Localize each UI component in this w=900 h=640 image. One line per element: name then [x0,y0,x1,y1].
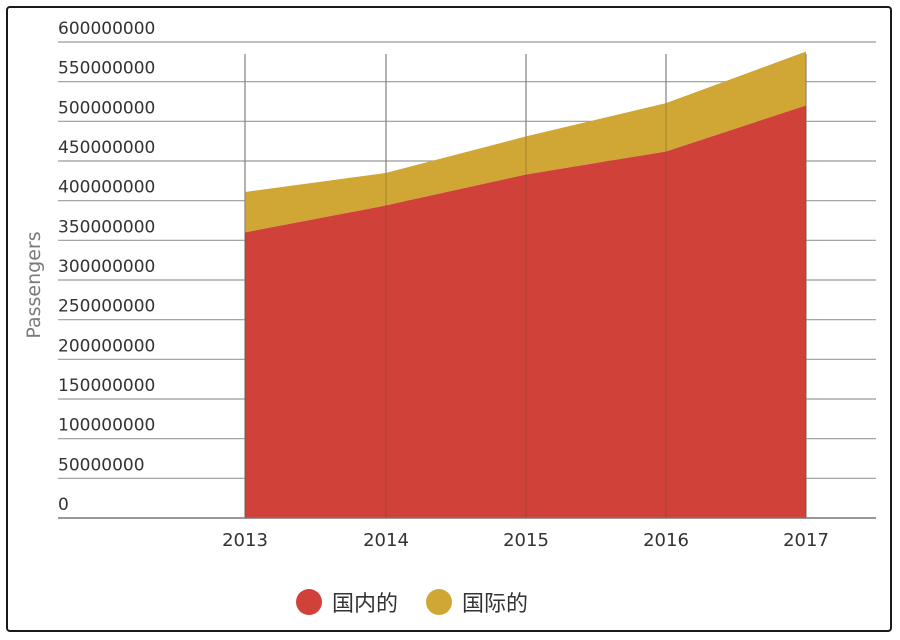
y-tick-label: 550000000 [58,59,155,79]
y-axis-title: Passengers [23,231,45,338]
label-layer: 0 50000000 100000000 150000000 200000000 2500… [58,19,829,551]
x-tick-label: 2016 [643,530,689,551]
y-tick-label: 600000000 [58,19,155,39]
legend-label-domestic: 国内的 [332,592,399,617]
y-tick-label: 250000000 [58,297,155,317]
y-tick-label: 0 [58,495,69,515]
y-tick-label: 150000000 [58,376,155,396]
x-tick-label: 2013 [222,530,268,551]
area-international [245,51,806,233]
area-domestic [245,105,806,518]
x-tick-label: 2017 [783,530,829,551]
legend-swatch-domestic [296,589,322,615]
y-tick-label: 400000000 [58,178,155,198]
y-tick-label: 450000000 [58,138,155,158]
y-tick-label: 500000000 [58,98,155,118]
y-tick-label: 350000000 [58,217,155,237]
x-tick-label: 2014 [363,530,409,551]
legend-item-international: 国际的 [426,586,528,618]
legend-swatch-international [426,589,453,615]
y-tick-label: 100000000 [58,416,155,436]
legend-item-domestic: 国内的 [296,586,398,618]
legend-label-international: 国际的 [462,592,529,617]
y-tick-label: 200000000 [58,336,155,356]
legend: 国内的 国际的 [296,586,528,618]
y-tick-label: 50000000 [58,455,145,475]
x-tick-label: 2015 [503,530,549,551]
area-layer [244,51,807,518]
y-tick-label: 300000000 [58,257,155,277]
